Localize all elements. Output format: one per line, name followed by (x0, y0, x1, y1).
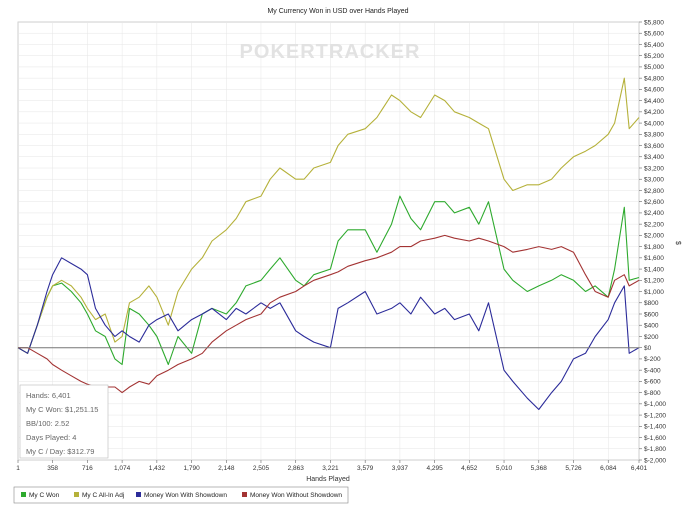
x-tick-label: 2,148 (218, 465, 235, 472)
x-axis-label: Hands Played (306, 476, 350, 483)
y-tick-label: $-1,600 (644, 435, 666, 442)
stat-hands: Hands: 6,401 (26, 391, 71, 400)
y-tick-label: $3,400 (644, 154, 664, 161)
stat-per-day: My C / Day: $312.79 (26, 447, 94, 456)
y-axis: $5,800 $5,600 $5,400 $5,200 $5,000 $4,800 $4,6… (639, 19, 666, 464)
legend-swatch-without-showdown (242, 492, 247, 497)
x-tick-label: 3,937 (392, 465, 409, 472)
x-tick-label: 1,432 (149, 465, 166, 472)
y-tick-label: $4,400 (644, 98, 664, 105)
x-tick-label: 5,010 (496, 465, 513, 472)
y-tick-label: $800 (644, 300, 659, 307)
y-tick-label: $4,800 (644, 75, 664, 82)
y-tick-label: $2,000 (644, 233, 664, 240)
y-tick-label: $2,400 (644, 210, 664, 217)
x-tick-label: 4,295 (427, 465, 444, 472)
x-tick-label: 1,074 (114, 465, 131, 472)
stat-won: My C Won: $1,251.15 (26, 405, 98, 414)
y-tick-label: $5,000 (644, 64, 664, 71)
x-tick-label: 1 (16, 465, 20, 472)
grid-lines (17, 21, 640, 461)
x-axis: 1 358 716 1,074 1,432 1,790 2,148 2,505 2,863 3,2… (16, 460, 648, 472)
watermark: POKERTRACKER (240, 41, 421, 63)
y-tick-label: $1,800 (644, 244, 664, 251)
y-tick-label: $0 (644, 345, 652, 352)
y-tick-label: $3,800 (644, 132, 664, 139)
y-tick-label: $400 (644, 323, 659, 330)
legend-swatch-all-in-adj (74, 492, 79, 497)
series-line-0 (17, 195, 640, 366)
y-tick-label: $1,000 (644, 289, 664, 296)
y-axis-label: $ (674, 241, 681, 245)
y-tick-label: $-600 (644, 379, 661, 386)
y-tick-label: $-1,400 (644, 424, 666, 431)
x-tick-label: 3,221 (322, 465, 339, 472)
legend-all-in-adj: My C All-In Adj (82, 492, 124, 499)
legend-without-showdown: Money Won Without Showdown (250, 492, 342, 499)
x-tick-label: 358 (47, 465, 58, 472)
x-tick-label: 4,652 (461, 465, 478, 472)
y-tick-label: $1,400 (644, 266, 664, 273)
legend: My C Won My C All-In Adj Money Won With … (13, 486, 349, 504)
y-tick-label: $1,200 (644, 278, 664, 285)
y-tick-label: $600 (644, 311, 659, 318)
y-tick-label: $-400 (644, 367, 661, 374)
y-tick-label: $4,000 (644, 120, 664, 127)
y-tick-label: $3,000 (644, 177, 664, 184)
stats-box: Hands: 6,401 My C Won: $1,251.15 BB/100:… (19, 384, 109, 459)
x-tick-label: 1,790 (183, 465, 200, 472)
x-tick-label: 2,505 (253, 465, 270, 472)
x-tick-label: 2,863 (288, 465, 305, 472)
y-tick-label: $5,200 (644, 53, 664, 60)
y-tick-label: $4,200 (644, 109, 664, 116)
y-tick-label: $5,600 (644, 31, 664, 38)
y-tick-label: $-200 (644, 356, 661, 363)
y-tick-label: $5,400 (644, 42, 664, 49)
series-line-2 (17, 257, 640, 411)
y-tick-label: $2,200 (644, 221, 664, 228)
legend-swatch-with-showdown (136, 492, 141, 497)
y-tick-label: $3,200 (644, 165, 664, 172)
chart-title: My Currency Won in USD over Hands Played (267, 8, 408, 15)
stat-days: Days Played: 4 (26, 433, 76, 442)
x-tick-label: 6,401 (631, 465, 648, 472)
legend-with-showdown: Money Won With Showdown (144, 492, 227, 499)
y-tick-label: $200 (644, 334, 659, 341)
x-tick-label: 5,726 (565, 465, 582, 472)
plot-area: POKERTRACKER (17, 21, 640, 461)
x-tick-label: 716 (82, 465, 93, 472)
x-tick-label: 6,084 (600, 465, 617, 472)
legend-swatch-my-c-won (21, 492, 26, 497)
x-tick-label: 3,579 (357, 465, 374, 472)
x-tick-label: 5,368 (531, 465, 548, 472)
y-tick-label: $2,800 (644, 188, 664, 195)
y-tick-label: $-1,000 (644, 401, 666, 408)
stat-bb100: BB/100: 2.52 (26, 419, 69, 428)
y-tick-label: $1,600 (644, 255, 664, 262)
y-tick-label: $3,600 (644, 143, 664, 150)
y-tick-label: $-1,800 (644, 446, 666, 453)
y-tick-label: $-1,200 (644, 412, 666, 419)
y-tick-label: $-2,000 (644, 457, 666, 464)
series-line-1 (17, 77, 640, 354)
legend-my-c-won: My C Won (29, 492, 60, 499)
y-tick-label: $2,600 (644, 199, 664, 206)
y-tick-label: $4,600 (644, 87, 664, 94)
y-tick-label: $5,800 (644, 19, 664, 26)
y-tick-label: $-800 (644, 390, 661, 397)
